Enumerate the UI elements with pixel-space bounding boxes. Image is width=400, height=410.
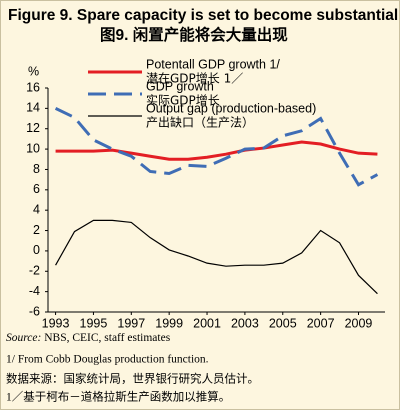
y-tick-label: 0 bbox=[33, 243, 40, 257]
y-tick-label: 4 bbox=[33, 202, 40, 216]
y-tick-label: 10 bbox=[26, 141, 40, 155]
x-tick-label: 2009 bbox=[345, 316, 373, 330]
y-tick-label: 6 bbox=[33, 182, 40, 196]
footnote: 1/ From Cobb Douglas production function… bbox=[6, 354, 209, 366]
legend-label-cn: 潜在GDP增长 1／ bbox=[146, 72, 243, 86]
footnote-cn: 1／基于柯布－道格拉斯生产函数加以推算。 bbox=[6, 390, 230, 404]
source-cn: 数据来源：国家统计局，世界银行研究人员估计。 bbox=[6, 372, 259, 386]
source-text: NBS, CEIC, staff estimates bbox=[41, 332, 170, 344]
series-line bbox=[55, 140, 378, 161]
x-tick-label: 1993 bbox=[42, 316, 70, 330]
series-line bbox=[55, 219, 378, 295]
y-tick-label: 16 bbox=[26, 80, 40, 94]
x-tick-label: 1995 bbox=[80, 316, 108, 330]
legend-label: Output gap (production-based) bbox=[146, 101, 316, 115]
x-tick-label: 2003 bbox=[231, 316, 259, 330]
y-tick-label: 2 bbox=[33, 223, 40, 237]
x-tick-label: 2007 bbox=[307, 316, 335, 330]
chart-subtitle: 图9. 闲置产能将会大量出现 bbox=[100, 25, 288, 44]
x-tick-label: 1999 bbox=[155, 316, 183, 330]
x-tick-label: 2001 bbox=[193, 316, 221, 330]
x-tick-label: 1997 bbox=[117, 316, 145, 330]
y-tick-label: -2 bbox=[29, 264, 40, 278]
y-tick-label: 14 bbox=[26, 101, 40, 115]
source: Source: NBS, CEIC, staff estimates bbox=[6, 332, 171, 344]
chart-title: Figure 9. Spare capacity is set to becom… bbox=[8, 7, 398, 24]
legend-label-cn: 实际GDP增长 bbox=[146, 93, 220, 108]
source-label: Source: bbox=[6, 332, 41, 344]
legend-label: GDP growth bbox=[146, 79, 214, 93]
y-unit-label: % bbox=[28, 64, 39, 78]
y-tick-label: -6 bbox=[29, 304, 40, 318]
y-tick-label: 12 bbox=[26, 121, 40, 135]
x-tick-label: 2005 bbox=[269, 316, 297, 330]
legend-label-cn: 产出缺口（生产法） bbox=[146, 115, 254, 130]
series-line bbox=[54, 107, 379, 187]
legend-label: Potentall GDP growth 1/ bbox=[146, 57, 280, 71]
y-tick-label: 8 bbox=[33, 162, 40, 176]
y-tick-label: -4 bbox=[29, 284, 40, 298]
